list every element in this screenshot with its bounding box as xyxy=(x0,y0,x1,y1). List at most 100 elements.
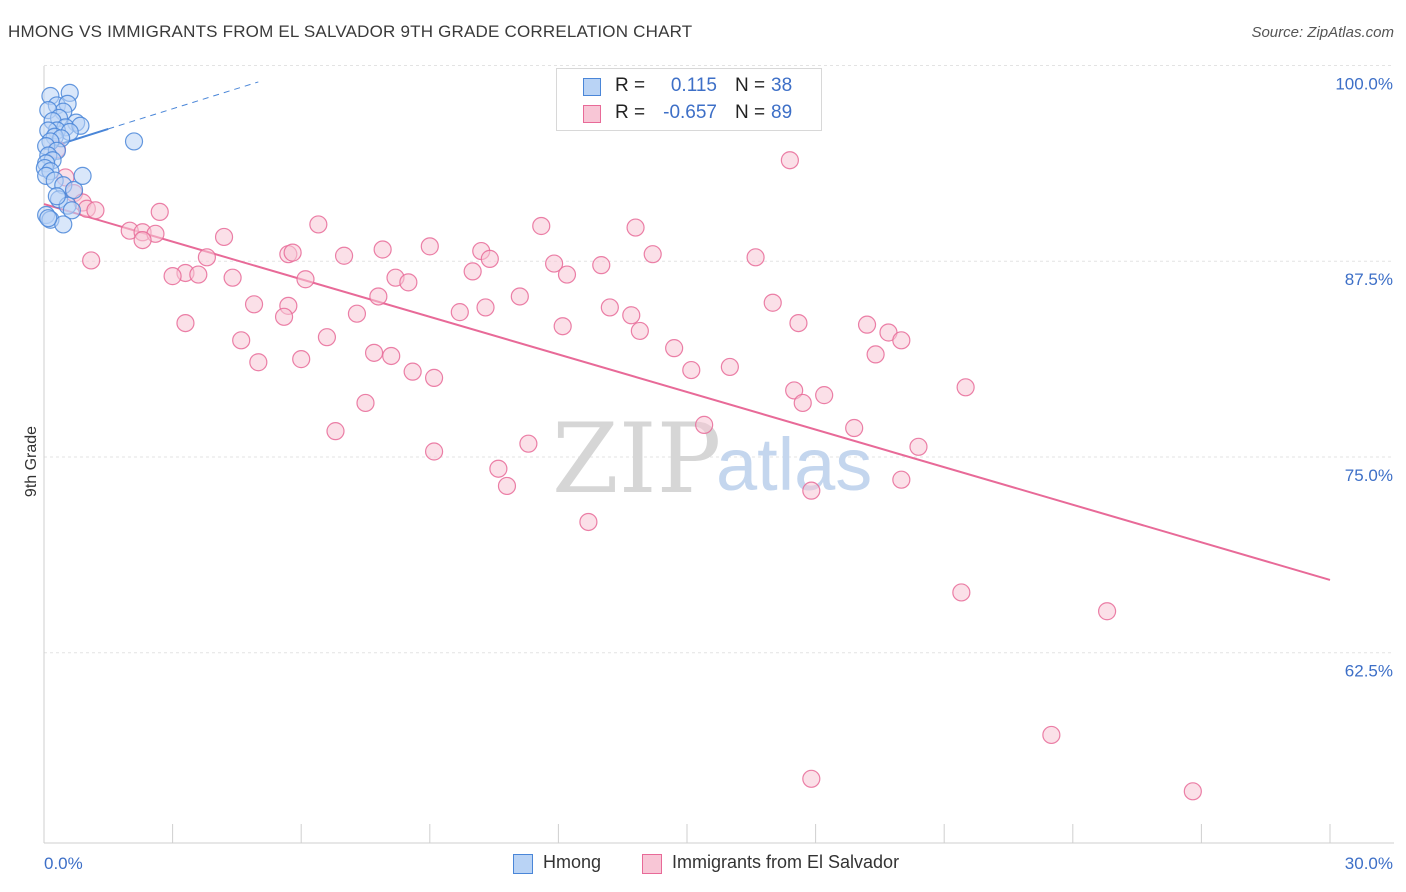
elsalvador-point xyxy=(463,262,482,281)
elsalvador-point xyxy=(86,201,105,220)
elsalvador-point xyxy=(326,422,345,441)
elsalvador-point xyxy=(866,345,885,364)
hmong-legend-swatch-icon xyxy=(513,854,533,874)
elsalvador-point xyxy=(356,393,375,413)
elsalvador-point xyxy=(317,328,337,347)
y-tick-label: 87.5% xyxy=(1345,270,1393,289)
elsalvador-point xyxy=(420,237,439,256)
chart-title: HMONG VS IMMIGRANTS FROM EL SALVADOR 9TH… xyxy=(8,22,693,41)
legend-label: Hmong xyxy=(543,852,602,872)
elsalvador-point xyxy=(292,350,311,369)
y-tick-label: 62.5% xyxy=(1345,662,1393,681)
elsalvador-point xyxy=(150,202,169,222)
watermark-zip: ZIP xyxy=(552,403,721,515)
elsalvador-point xyxy=(789,313,808,333)
elsalvador-point xyxy=(622,306,641,325)
elsalvador-point xyxy=(176,313,195,333)
elsalvador-point xyxy=(857,315,877,334)
axis-labels: 62.5% 75.0% 87.5% 100.0% 0.0% 30.0% 9th Grade xyxy=(23,74,1393,873)
elsalvador-point xyxy=(163,267,182,286)
elsalvador-point xyxy=(197,248,216,267)
elsalvador-point xyxy=(780,151,799,170)
elsalvador-point xyxy=(1097,602,1117,621)
x-tick-label: 0.0% xyxy=(44,854,83,873)
elsalvador-point xyxy=(133,230,152,250)
legend-label: Immigrants from El Salvador xyxy=(672,852,900,872)
elsalvador-point xyxy=(793,393,812,413)
data-points xyxy=(35,83,1202,801)
elsalvador-point xyxy=(1183,782,1202,801)
stats-row-elsalvador: R = -0.657 N = 89 xyxy=(557,101,821,127)
elsalvador-swatch-icon xyxy=(583,105,601,123)
n-value: 89 xyxy=(771,102,793,123)
elsalvador-legend-swatch-icon xyxy=(642,854,662,874)
elsalvador-point xyxy=(450,303,469,322)
hmong-swatch-icon xyxy=(583,78,601,96)
hmong-point xyxy=(124,132,144,151)
elsalvador-point xyxy=(579,512,598,532)
elsalvador-point xyxy=(892,331,911,350)
elsalvador-point xyxy=(592,256,611,275)
elsalvador-point xyxy=(296,270,315,289)
elsalvador-point xyxy=(553,317,572,336)
elsalvador-point xyxy=(232,331,251,350)
elsalvador-point xyxy=(510,287,529,306)
elsalvador-point xyxy=(309,215,328,234)
hmong-point xyxy=(62,201,81,220)
elsalvador-point xyxy=(364,343,384,362)
y-tick-label: 100.0% xyxy=(1335,74,1393,93)
elsalvador-point xyxy=(424,368,444,387)
r-label: R = xyxy=(615,102,646,123)
hmong-point xyxy=(47,187,66,206)
x-tick-label: 30.0% xyxy=(1345,854,1393,873)
stats-box: R = 0.115 N = 38 R = -0.657 N = 89 xyxy=(556,68,822,131)
elsalvador-point xyxy=(763,293,782,312)
elsalvador-point xyxy=(952,583,971,602)
elsalvador-point xyxy=(480,249,499,268)
elsalvador-point xyxy=(802,481,821,500)
elsalvador-point xyxy=(476,298,495,317)
chart-source: Source: ZipAtlas.com xyxy=(1251,24,1394,41)
r-value: 0.115 xyxy=(670,75,717,96)
hmong-point xyxy=(39,209,58,228)
stats-row-hmong: R = 0.115 N = 38 xyxy=(557,74,821,100)
hmong-trend-extension xyxy=(108,81,259,130)
hmong-point xyxy=(73,166,92,185)
elsalvador-point xyxy=(665,339,684,358)
elsalvador-point xyxy=(369,287,388,306)
elsalvador-point xyxy=(720,357,739,377)
elsalvador-point xyxy=(223,268,242,287)
elsalvador-point xyxy=(532,216,551,236)
elsalvador-point xyxy=(519,434,538,453)
elsalvador-point xyxy=(347,304,367,323)
r-label: R = xyxy=(615,75,646,96)
elsalvador-point xyxy=(82,251,101,270)
elsalvador-point xyxy=(189,265,208,284)
elsalvador-point xyxy=(214,227,234,247)
y-axis-title: 9th Grade xyxy=(23,426,40,497)
elsalvador-point xyxy=(249,353,268,372)
elsalvador-point xyxy=(909,437,928,456)
elsalvador-point xyxy=(403,362,422,381)
y-tick-label: 75.0% xyxy=(1345,466,1393,485)
elsalvador-point xyxy=(746,248,765,267)
elsalvador-point xyxy=(682,360,701,380)
r-value: -0.657 xyxy=(663,102,717,123)
grid-lines xyxy=(44,64,1394,654)
elsalvador-point xyxy=(274,307,294,326)
elsalvador-point xyxy=(785,381,804,400)
watermark: ZIP atlas xyxy=(552,403,872,515)
n-label: N = xyxy=(735,102,766,123)
elsalvador-point xyxy=(382,346,401,366)
elsalvador-trend-line xyxy=(43,203,1331,581)
elsalvador-point xyxy=(545,254,564,273)
elsalvador-point xyxy=(557,265,577,284)
elsalvador-point xyxy=(424,442,444,461)
hmong-point xyxy=(64,180,84,200)
elsalvador-point xyxy=(815,386,834,405)
elsalvador-point xyxy=(643,245,662,264)
elsalvador-point xyxy=(845,418,864,438)
elsalvador-point xyxy=(802,769,821,788)
elsalvador-point xyxy=(600,298,619,317)
elsalvador-point xyxy=(630,321,649,341)
